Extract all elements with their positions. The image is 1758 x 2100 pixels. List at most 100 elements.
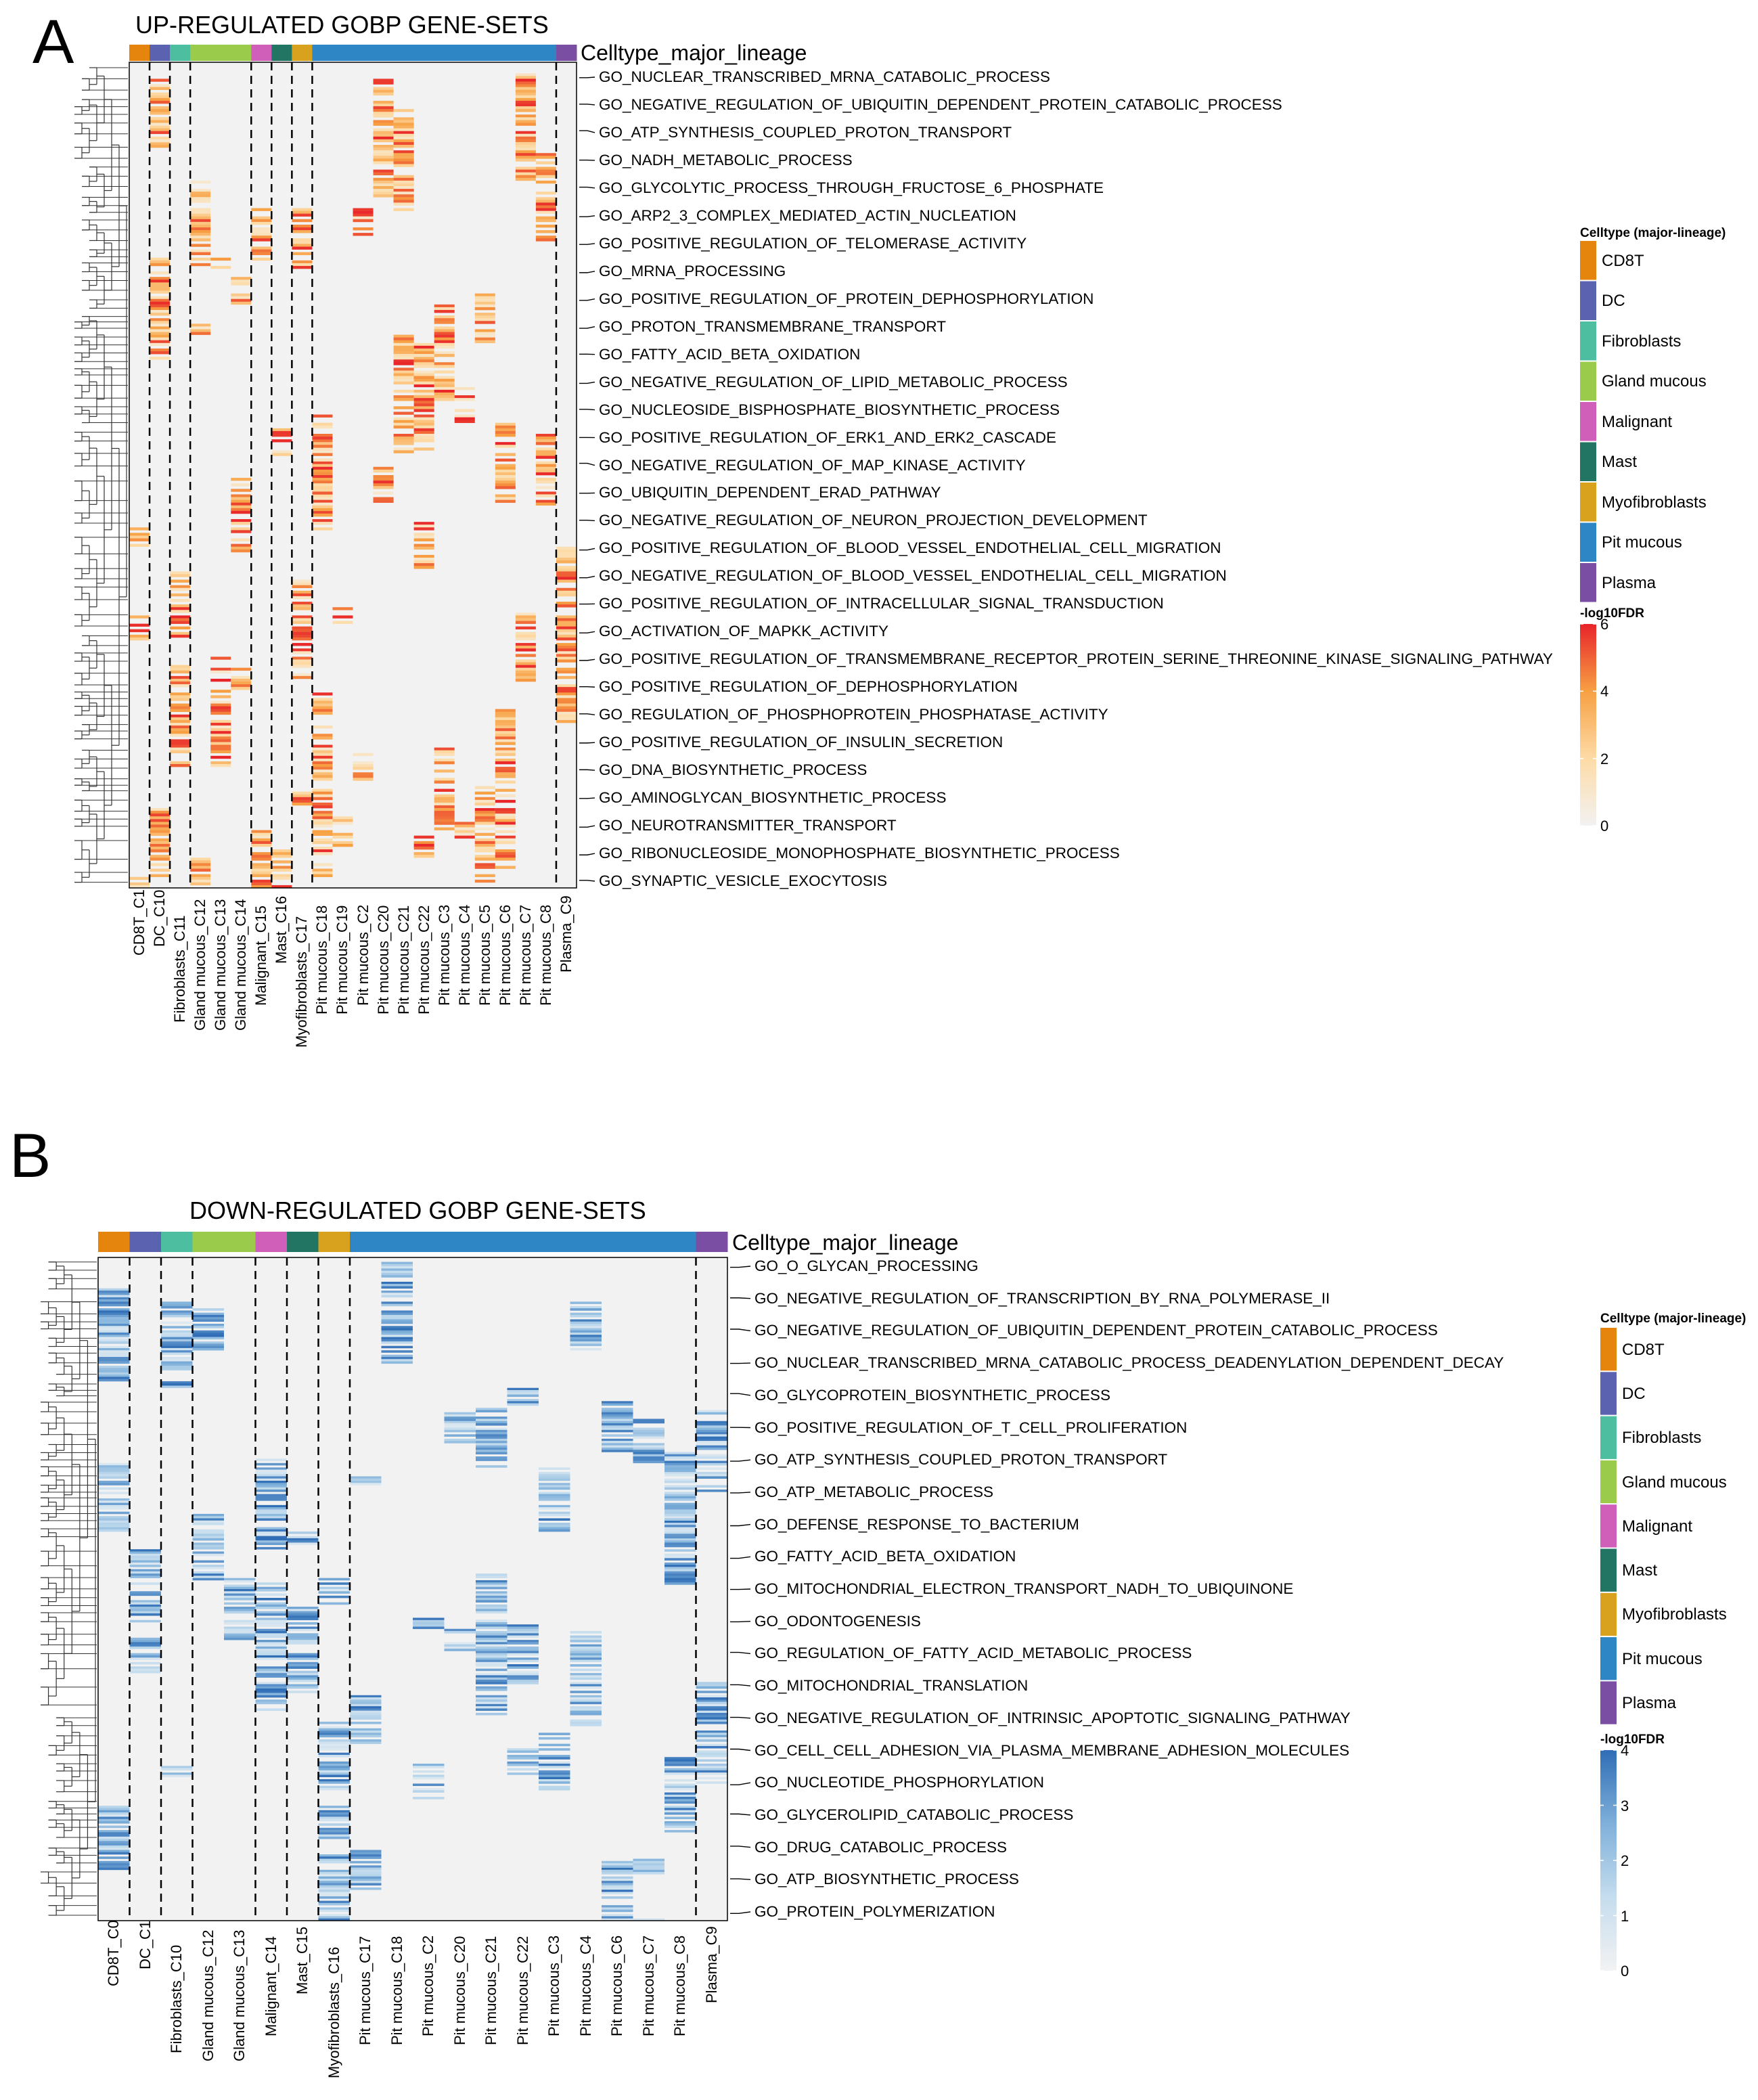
heatmap-cell xyxy=(570,1659,602,1663)
heatmap-cell xyxy=(350,1730,382,1733)
heatmap-cell xyxy=(292,659,313,663)
heatmap-cell xyxy=(98,1350,130,1353)
heatmap-cell xyxy=(539,1781,570,1784)
heatmap-cell xyxy=(129,1604,161,1607)
heatmap-cell xyxy=(664,1540,696,1543)
heatmap-cell xyxy=(434,819,455,822)
gene-set-label: GO_NUCLEOTIDE_PHOSPHORYLATION xyxy=(754,1774,1045,1791)
heatmap-cell xyxy=(696,1441,727,1444)
heatmap-cell xyxy=(190,208,211,211)
heatmap-cell xyxy=(373,89,394,93)
heatmap-cell xyxy=(129,1644,161,1647)
gene-set-label: GO_MITOCHONDRIAL_TRANSLATION xyxy=(754,1677,1029,1695)
heatmap-cell xyxy=(570,1655,602,1658)
heatmap-cell xyxy=(98,1476,130,1479)
heatmap-cell xyxy=(170,744,191,748)
heatmap-cell xyxy=(444,1429,476,1433)
panel-b-title: DOWN-REGULATED GOBP GENE-SETS xyxy=(189,1197,646,1224)
heatmap-cell xyxy=(664,1582,696,1585)
heatmap-cell xyxy=(393,180,414,184)
heatmap-cell xyxy=(556,579,577,583)
heatmap-cell xyxy=(413,417,434,420)
heatmap-cell xyxy=(434,753,455,757)
heatmap-cell xyxy=(556,571,577,575)
heatmap-cell xyxy=(495,813,516,817)
legend-swatch-cd8t xyxy=(1600,1328,1617,1371)
heatmap-cell xyxy=(476,1653,508,1656)
heatmap-cell xyxy=(292,263,313,267)
heatmap-cell xyxy=(495,780,516,784)
heatmap-cell xyxy=(495,428,516,432)
heatmap-cell xyxy=(350,1697,382,1700)
heatmap-cell xyxy=(515,626,536,630)
heatmap-cell xyxy=(495,753,516,757)
heatmap-cell xyxy=(255,1640,287,1643)
heatmap-cell xyxy=(224,1628,256,1632)
heatmap-cell xyxy=(602,1418,633,1422)
heatmap-cell xyxy=(231,522,252,525)
heatmap-cell xyxy=(318,1726,350,1729)
heatmap-cell xyxy=(570,1701,602,1705)
scale-tick-label: 6 xyxy=(1600,616,1609,633)
heatmap-cell xyxy=(539,1471,570,1475)
column-label: Myofibroblasts_C17 xyxy=(293,916,311,1048)
heatmap-cell xyxy=(535,200,556,203)
heatmap-cell xyxy=(633,1858,664,1862)
heatmap-cell xyxy=(255,1613,287,1616)
heatmap-cell xyxy=(413,357,434,360)
heatmap-cell xyxy=(696,1733,727,1735)
gene-set-leader xyxy=(730,1813,751,1816)
heatmap-cell xyxy=(98,1848,130,1850)
heatmap-cell xyxy=(192,1544,224,1548)
column-label: Pit mucous_C20 xyxy=(374,905,392,1014)
heatmap-cell xyxy=(535,502,556,506)
gene-set-label: GO_ACTIVATION_OF_MAPKK_ACTIVITY xyxy=(599,623,889,640)
heatmap-cell xyxy=(224,1602,256,1605)
heatmap-cell xyxy=(434,321,455,324)
heatmap-cell xyxy=(224,1635,256,1638)
heatmap-cell xyxy=(413,381,434,385)
legend-swatch-plasma xyxy=(1600,1681,1617,1724)
heatmap-cell xyxy=(251,871,272,874)
heatmap-cell xyxy=(570,1668,602,1672)
heatmap-cell xyxy=(393,447,414,451)
annotation-cell-pit-mucous xyxy=(664,1232,696,1252)
heatmap-cell xyxy=(664,1580,696,1583)
heatmap-cell xyxy=(444,1644,476,1647)
heatmap-cell xyxy=(570,1308,602,1311)
heatmap-cell xyxy=(318,1755,350,1758)
gene-set-label: GO_POSITIVE_REGULATION_OF_PROTEIN_DEPHOS… xyxy=(599,290,1094,307)
heatmap-cell xyxy=(312,439,333,443)
heatmap-cell xyxy=(98,1487,130,1490)
heatmap-cell xyxy=(602,1896,633,1899)
heatmap-cell xyxy=(318,1854,350,1857)
annotation-cell-pit-mucous xyxy=(602,1232,633,1252)
heatmap-cell xyxy=(507,1761,539,1764)
heatmap-cell xyxy=(495,742,516,745)
column-label: Pit mucous_C7 xyxy=(639,1936,657,2037)
heatmap-cell xyxy=(98,1366,130,1368)
heatmap-cell xyxy=(696,1432,727,1435)
heatmap-cell xyxy=(190,874,211,878)
heatmap-cell xyxy=(190,213,211,217)
heatmap-cell xyxy=(312,764,333,767)
heatmap-cell xyxy=(98,1361,130,1364)
column-label: Pit mucous_C3 xyxy=(545,1936,563,2037)
heatmap-cell xyxy=(570,1675,602,1678)
gene-set-label: GO_NUCLEOSIDE_BISPHOSPHATE_BIOSYNTHETIC_… xyxy=(599,401,1060,418)
heatmap-cell xyxy=(98,1518,130,1521)
heatmap-cell xyxy=(381,1312,413,1316)
heatmap-cell xyxy=(495,711,516,715)
heatmap-cell xyxy=(476,1576,508,1578)
heatmap-cell xyxy=(150,824,171,828)
heatmap-cell xyxy=(556,568,577,572)
heatmap-cell xyxy=(515,92,536,96)
heatmap-cell xyxy=(633,1436,664,1439)
heatmap-cell xyxy=(318,1730,350,1733)
heatmap-cell xyxy=(373,172,394,176)
heatmap-cell xyxy=(602,1914,633,1917)
heatmap-cell xyxy=(515,100,536,104)
heatmap-cell xyxy=(161,1326,193,1328)
heatmap-cell xyxy=(150,334,171,338)
